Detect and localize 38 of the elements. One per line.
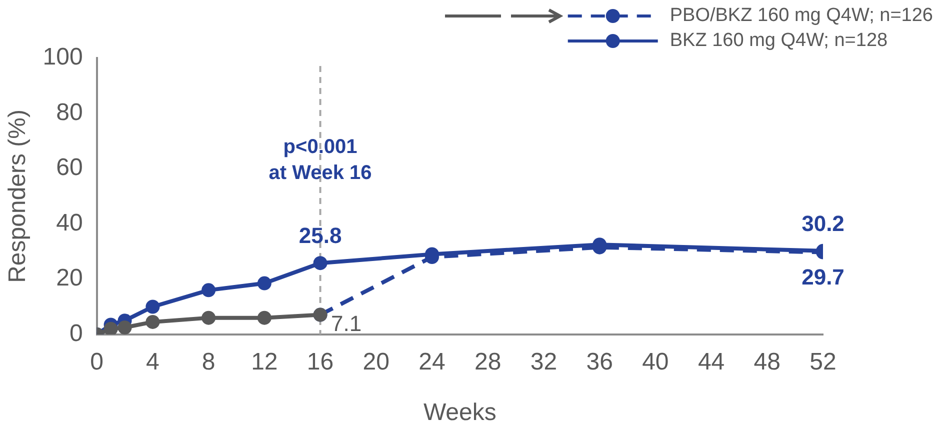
x-tick-label: 0 — [90, 348, 104, 376]
x-tick-label: 32 — [530, 348, 558, 376]
point — [118, 320, 132, 334]
x-tick-label: 24 — [418, 348, 446, 376]
data-label: 29.7 — [802, 264, 844, 290]
x-tick-label: 8 — [202, 348, 216, 376]
y-tick-label: 0 — [69, 320, 83, 348]
point — [202, 283, 216, 298]
x-axis-title: Weeks — [423, 399, 496, 426]
point — [313, 256, 328, 270]
x-tick-label: 44 — [698, 348, 725, 376]
y-tick-label: 100 — [42, 44, 83, 71]
data-label: 25.8 — [298, 223, 342, 248]
point — [146, 314, 160, 329]
x-tick-label: 4 — [146, 348, 160, 376]
point — [104, 322, 118, 334]
annotation: p<0.001 at Week 16 — [268, 136, 372, 184]
y-tick-label: 20 — [56, 264, 83, 292]
data-label: 7.1 — [330, 310, 362, 336]
x-tick-label: 12 — [251, 348, 278, 376]
y-tick-label: 60 — [56, 154, 83, 182]
point — [257, 310, 272, 325]
x-tick-label: 36 — [586, 348, 613, 376]
y-tick-label: 80 — [56, 98, 83, 126]
point — [202, 310, 216, 325]
legend-label: PBO/BKZ 160 mg Q4W; n=126 — [670, 5, 934, 26]
x-tick-label: 28 — [474, 348, 502, 376]
x-tick-label: 52 — [810, 348, 836, 376]
x-tick-label: 20 — [362, 348, 390, 376]
x-tick-label: 48 — [754, 348, 780, 376]
point — [146, 300, 160, 314]
y-axis-title: Responders (%) — [4, 109, 32, 283]
data-label: 30.2 — [802, 210, 844, 236]
y-tick-label: 40 — [56, 209, 83, 236]
point — [257, 276, 272, 290]
legend-label: BKZ 160 mg Q4W; n=128 — [670, 30, 888, 52]
x-tick-label: 16 — [306, 348, 334, 376]
x-tick-label: 40 — [642, 348, 669, 376]
